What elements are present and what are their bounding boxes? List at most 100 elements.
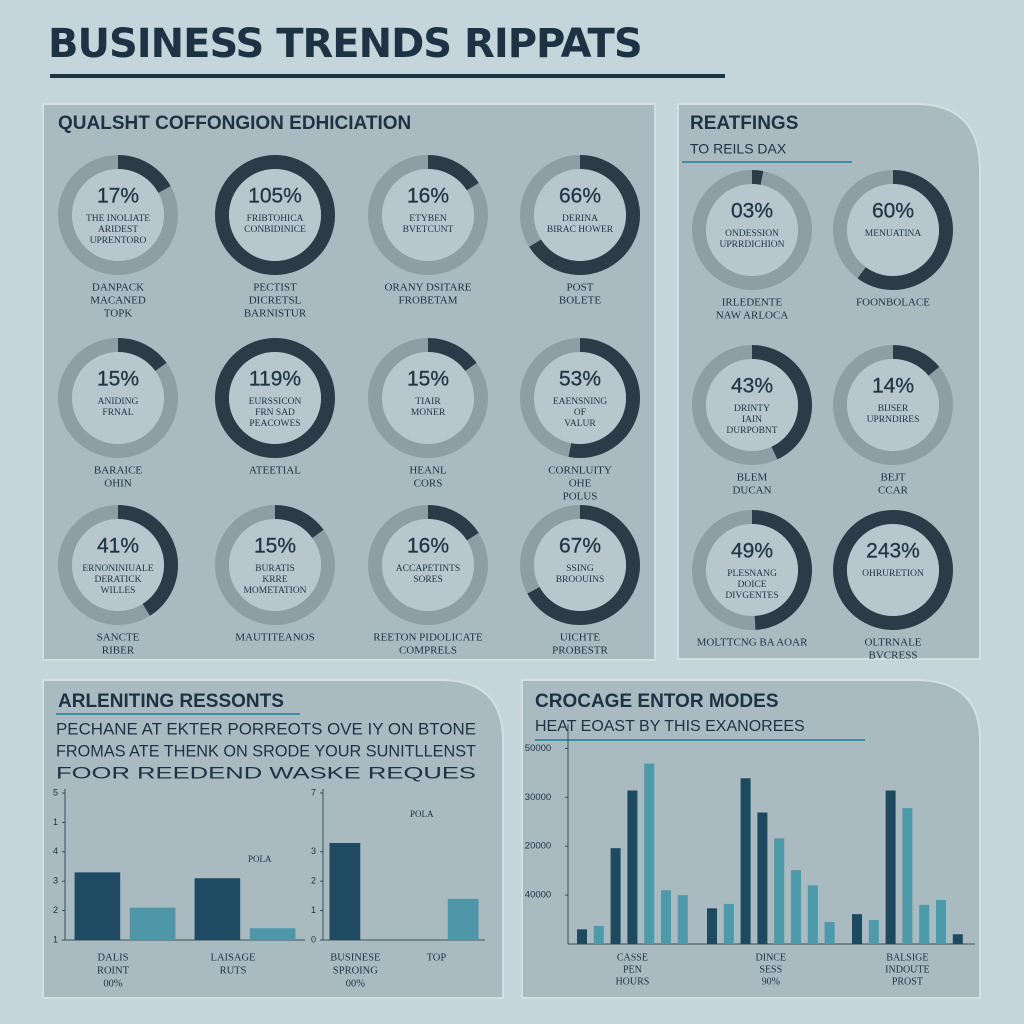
bar xyxy=(329,842,361,940)
inner-label: IAIN xyxy=(742,415,762,425)
inner-label: SSING xyxy=(566,564,594,574)
inner-label: SORES xyxy=(413,575,443,585)
bar xyxy=(902,808,913,944)
donut-center xyxy=(229,519,321,611)
donut-arc xyxy=(833,510,953,630)
x-tick-label: PEN xyxy=(623,964,642,975)
donut-caption: COMPRELS xyxy=(399,645,457,657)
inner-label: PEACOWES xyxy=(249,419,300,429)
inner-label: TIAIR xyxy=(415,397,441,407)
x-tick-label: 90% xyxy=(762,976,780,987)
x-tick-label: SESS xyxy=(759,964,782,975)
bar xyxy=(774,838,785,944)
bar xyxy=(757,812,768,944)
y-tick-label: 5 xyxy=(53,787,58,797)
inner-label: BIJSER xyxy=(878,404,909,414)
donut-caption: BVCRESS xyxy=(869,650,918,662)
donut-arc xyxy=(692,170,812,290)
donut-caption: DICRETSL xyxy=(249,295,302,307)
bar xyxy=(936,900,946,944)
donut-caption: NAW ARLOCA xyxy=(716,310,789,322)
inner-label: FRN SAD xyxy=(255,408,295,418)
donut-caption: DUCAN xyxy=(732,485,771,497)
inner-label: DOICE xyxy=(737,580,766,590)
inner-label: DRINTY xyxy=(734,404,770,414)
donut-arc xyxy=(368,338,488,458)
donut-caption: OHE xyxy=(569,478,592,490)
donut-center xyxy=(534,169,626,261)
inner-label: ETYBEN xyxy=(409,214,447,224)
y-tick-label: 2 xyxy=(311,876,316,886)
donut-caption: PECTIST xyxy=(253,282,297,294)
y-tick-label: 3 xyxy=(53,876,58,886)
inner-label: VALUR xyxy=(564,419,596,429)
x-tick-label: DINCE xyxy=(756,952,787,963)
donut-caption: IRLEDENTE xyxy=(722,297,783,309)
bar xyxy=(577,929,587,944)
inner-label: FRNAL xyxy=(102,408,133,418)
inner-label: MONER xyxy=(411,408,446,418)
donut-caption: POLUS xyxy=(563,491,598,503)
donut-arc xyxy=(520,338,640,458)
bar xyxy=(707,908,717,944)
donut-caption: MOLTTCNG BA AOAR xyxy=(697,637,808,649)
donut-arc xyxy=(58,155,178,275)
value-label: 15% xyxy=(254,535,296,558)
donut-caption: DANPACK xyxy=(92,282,144,294)
x-tick-label: BALSIGE xyxy=(886,952,928,963)
donut-caption: FROBETAM xyxy=(398,295,457,307)
y-tick-label: 1 xyxy=(53,817,58,827)
value-label: 60% xyxy=(872,200,914,223)
inner-label: MOMETATION xyxy=(243,586,306,596)
value-label: 41% xyxy=(97,535,139,558)
x-tick-label: BUSINESE xyxy=(330,952,380,963)
donut-caption: POST xyxy=(567,282,594,294)
x-tick-label: CASSE xyxy=(617,952,648,963)
inner-label: ANIDING xyxy=(98,397,139,407)
donut-caption: HEANL xyxy=(409,465,447,477)
donut-center xyxy=(706,184,798,276)
bar xyxy=(919,904,930,944)
inner-label: PLESNANG xyxy=(727,569,777,579)
bar xyxy=(740,778,751,944)
inner-label: OHRURETION xyxy=(862,569,924,579)
inner-label: FRIBTOHICA xyxy=(247,214,304,224)
inner-label: EURSSICON xyxy=(249,397,302,407)
panel-title: REATFINGS xyxy=(690,113,798,134)
donut-caption: ORANY DSITARE xyxy=(384,282,471,294)
inner-label: BROOUINS xyxy=(556,575,605,585)
inner-label: DERINA xyxy=(562,214,598,224)
bar xyxy=(868,920,879,944)
donut-arc xyxy=(215,338,335,458)
donut-arc xyxy=(520,155,640,275)
donut-center xyxy=(72,169,164,261)
x-tick-label: LAISAGE xyxy=(211,952,256,963)
donut-caption: SANCTE xyxy=(97,632,140,644)
value-label: 15% xyxy=(407,368,449,391)
donut-arc xyxy=(833,345,953,465)
bar xyxy=(249,928,296,940)
inner-label: DURPOBNT xyxy=(726,426,777,436)
panel-subtitle: TO REILS DAX xyxy=(690,141,787,157)
bar xyxy=(447,898,479,940)
donut-center xyxy=(229,352,321,444)
x-tick-label: HOURS xyxy=(615,976,649,987)
value-label: 43% xyxy=(731,375,773,398)
donut-caption: OHIN xyxy=(104,478,132,490)
y-tick-label: 20000 xyxy=(525,841,551,852)
donut-center xyxy=(382,519,474,611)
inner-label: OF xyxy=(574,408,586,418)
bar xyxy=(952,934,963,944)
donut-arc xyxy=(833,170,953,290)
donut-caption: OLTRNALE xyxy=(864,637,921,649)
value-label: 67% xyxy=(559,535,601,558)
donut-center xyxy=(847,359,939,451)
bar xyxy=(74,872,121,940)
value-label: 53% xyxy=(559,368,601,391)
value-label: 119% xyxy=(249,368,301,391)
bar xyxy=(627,790,638,944)
donut-center xyxy=(847,184,939,276)
y-tick-label: 4 xyxy=(53,846,58,856)
donut-caption: TOPK xyxy=(104,308,133,320)
page-title: BUSINESS TRENDS RIPPATS xyxy=(48,21,642,67)
